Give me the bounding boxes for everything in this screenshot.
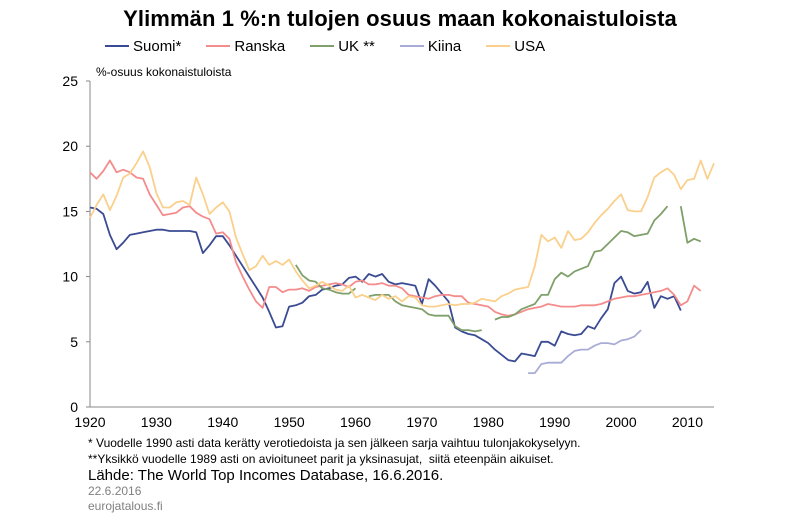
x-tick-label: 2010 (672, 414, 703, 430)
x-tick-label: 1920 (74, 414, 105, 430)
series-line-2 (89, 159, 702, 317)
publish-date: 22.6.2016 (88, 484, 142, 498)
legend-item-5: USA (486, 38, 545, 55)
y-tick-label: 10 (62, 269, 78, 285)
legend-swatch (399, 45, 424, 47)
axes: 0 5 10 15 20 25 1920 1930 1940 1950 1960 1970 1980 19… (62, 65, 714, 430)
series-line-5 (89, 150, 715, 308)
legend-item-2: Ranska (206, 38, 285, 55)
legend-label: Suomi* (133, 37, 182, 55)
y-tick-label: 25 (62, 73, 78, 89)
legend-label: UK ** (338, 37, 375, 55)
x-tick-label: 1970 (406, 414, 437, 430)
site-name: eurojatalous.fi (88, 499, 163, 513)
legend-swatch (206, 45, 231, 47)
chart-title: Ylimmän 1 %:n tulojen osuus maan kokonai… (123, 6, 677, 31)
source-text: Lähde: The World Top Incomes Database, 1… (88, 467, 444, 484)
x-tick-label: 1930 (141, 414, 172, 430)
y-axis-label: %-osuus kokonaistuloista (96, 65, 232, 79)
x-tick-label: 1940 (207, 414, 238, 430)
legend-item-3: UK ** (310, 38, 375, 55)
footnote-1: * Vuodelle 1990 asti data kerätty veroti… (88, 436, 581, 450)
legend-label: Kiina (427, 37, 462, 55)
y-tick-label: 5 (70, 334, 78, 350)
legend: Suomi* Ranska UK ** Kiina USA (105, 36, 570, 56)
x-tick-label: 1960 (340, 414, 371, 430)
x-tick-label: 1990 (539, 414, 570, 430)
footnote-2: **Yksikkö vuodelle 1989 asti on avioitun… (88, 452, 554, 466)
legend-label: Ranska (234, 37, 286, 55)
x-tick-label: 2000 (605, 414, 636, 430)
x-tick-label: 1950 (274, 414, 305, 430)
legend-item-1: Suomi* (105, 38, 181, 55)
legend-label: USA (514, 37, 546, 55)
legend-swatch (105, 45, 129, 47)
y-tick-label: 20 (62, 138, 78, 154)
x-tick-label: 1980 (473, 414, 504, 430)
series-line-3 (295, 205, 702, 333)
series-lines (89, 150, 715, 374)
y-tick-label: 15 (62, 203, 78, 219)
legend-swatch (310, 45, 335, 47)
series-line-4 (528, 329, 642, 374)
series-line-1 (89, 206, 682, 363)
legend-item-4: Kiina (399, 37, 462, 55)
legend-swatch (486, 45, 511, 47)
y-tick-label: 0 (70, 399, 78, 415)
